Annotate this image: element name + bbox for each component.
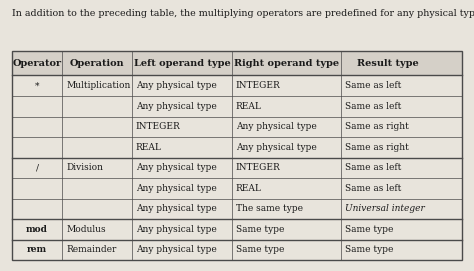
Text: Multiplication: Multiplication [66, 81, 130, 90]
Text: Same type: Same type [345, 246, 393, 254]
Text: Any physical type: Any physical type [136, 184, 217, 193]
Text: Result type: Result type [357, 59, 419, 68]
Text: In addition to the preceding table, the multiplying operators are predefined for: In addition to the preceding table, the … [12, 9, 474, 18]
Text: Same type: Same type [345, 225, 393, 234]
Text: Modulus: Modulus [66, 225, 106, 234]
Text: Any physical type: Any physical type [136, 204, 217, 213]
Text: Left operand type: Left operand type [134, 59, 230, 68]
Text: Any physical type: Any physical type [136, 225, 217, 234]
Text: *: * [35, 81, 39, 90]
Text: mod: mod [26, 225, 48, 234]
Bar [12, 51, 462, 260]
Text: Right operand type: Right operand type [234, 59, 339, 68]
Text: Operation: Operation [70, 59, 125, 68]
Bar [12, 51, 462, 76]
Text: Any physical type: Any physical type [136, 246, 217, 254]
Text: Division: Division [66, 163, 103, 172]
Text: Same as left: Same as left [345, 102, 401, 111]
Text: Same as left: Same as left [345, 81, 401, 90]
Text: Same as left: Same as left [345, 163, 401, 172]
Text: REAL: REAL [136, 143, 162, 152]
Text: Operator: Operator [12, 59, 62, 68]
Text: The same type: The same type [236, 204, 303, 213]
Text: Universal integer: Universal integer [345, 204, 425, 213]
Text: Remainder: Remainder [66, 246, 117, 254]
Text: REAL: REAL [236, 102, 262, 111]
Text: Any physical type: Any physical type [136, 163, 217, 172]
Text: Same type: Same type [236, 225, 284, 234]
Text: Same type: Same type [236, 246, 284, 254]
Text: Any physical type: Any physical type [136, 81, 217, 90]
Text: INTEGER: INTEGER [236, 163, 281, 172]
Text: Same as right: Same as right [345, 122, 409, 131]
Text: REAL: REAL [236, 184, 262, 193]
Text: INTEGER: INTEGER [136, 122, 181, 131]
Bar [12, 51, 462, 260]
Text: Same as right: Same as right [345, 143, 409, 152]
Text: Any physical type: Any physical type [236, 143, 317, 152]
Text: /: / [36, 163, 38, 172]
Text: rem: rem [27, 246, 47, 254]
Text: Same as left: Same as left [345, 184, 401, 193]
Text: Any physical type: Any physical type [136, 102, 217, 111]
Text: Any physical type: Any physical type [236, 122, 317, 131]
Text: INTEGER: INTEGER [236, 81, 281, 90]
